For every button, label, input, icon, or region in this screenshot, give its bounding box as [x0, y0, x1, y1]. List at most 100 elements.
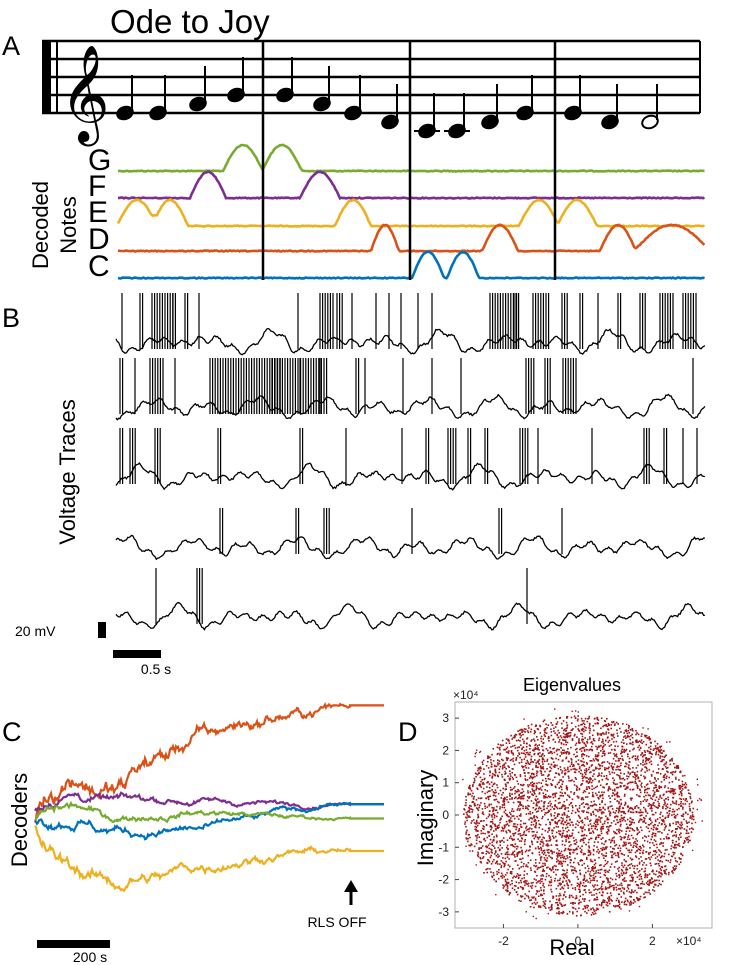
eigen-point — [522, 888, 524, 890]
eigen-point — [608, 886, 611, 888]
eigen-point — [576, 820, 579, 822]
eigen-point — [523, 728, 526, 730]
decoder-marker — [353, 849, 357, 853]
eigen-point — [491, 777, 493, 779]
eigen-point — [490, 825, 493, 828]
eigen-point — [655, 851, 658, 854]
eigen-point — [560, 854, 562, 857]
eigen-point — [570, 757, 572, 760]
eigen-point — [543, 870, 545, 872]
eigen-point — [544, 796, 547, 798]
eigen-point — [510, 853, 513, 856]
eigen-point — [526, 799, 529, 802]
eigen-point — [547, 778, 550, 780]
eigen-point — [612, 792, 614, 795]
eigen-point — [672, 789, 675, 791]
eigen-point — [583, 750, 586, 752]
eigen-point — [615, 721, 618, 724]
eigen-point — [593, 913, 595, 915]
eigen-point — [502, 830, 505, 832]
eigen-point — [544, 801, 546, 803]
eigen-point — [632, 829, 634, 831]
eigen-point — [583, 806, 586, 808]
eigen-point — [615, 810, 618, 812]
eigen-point — [497, 856, 499, 858]
eigen-point — [621, 836, 623, 839]
eigen-point — [554, 732, 556, 734]
eigen-point — [617, 774, 620, 777]
eigen-point — [627, 827, 630, 829]
eigen-point — [579, 748, 581, 751]
eigen-point — [516, 815, 518, 818]
eigen-point — [629, 867, 631, 869]
eigen-point — [607, 778, 609, 781]
eigen-point — [502, 884, 504, 886]
eigen-point — [684, 837, 687, 839]
eigen-point — [655, 780, 658, 782]
eigen-point — [654, 819, 657, 821]
eigen-point — [672, 846, 675, 849]
eigen-point — [506, 839, 509, 841]
eigen-point — [601, 761, 604, 764]
eigen-point — [659, 794, 662, 797]
eigen-point — [637, 741, 639, 743]
eigen-point — [551, 851, 553, 853]
eigen-point — [657, 748, 659, 751]
eigen-point — [514, 825, 517, 828]
eigen-point — [638, 845, 641, 848]
eigen-point — [601, 883, 603, 885]
eigen-point — [651, 813, 654, 816]
eigen-point — [484, 839, 487, 842]
eigen-point — [645, 864, 648, 866]
eigen-outlier — [697, 799, 699, 802]
eigen-point — [468, 809, 470, 812]
eigen-point — [542, 865, 544, 868]
eigen-point — [514, 856, 516, 858]
eigen-point — [522, 784, 524, 787]
eigen-point — [522, 765, 525, 768]
eigen-point — [574, 869, 577, 872]
eigen-point — [508, 821, 511, 823]
eigen-point — [509, 773, 511, 775]
eigen-point — [672, 835, 674, 837]
eigen-point — [659, 755, 662, 757]
eigen-point — [596, 785, 599, 788]
eigen-point — [680, 798, 682, 801]
eigen-point — [670, 771, 673, 774]
eigen-point — [662, 842, 665, 844]
eigen-point — [585, 776, 587, 779]
eigen-point — [656, 790, 658, 792]
eigen-point — [575, 823, 577, 825]
eigen-point — [492, 822, 494, 825]
eigen-point — [604, 886, 607, 888]
decoded-notes-plot — [116, 41, 706, 280]
eigen-point — [583, 877, 586, 880]
eigen-point — [684, 782, 687, 784]
eigen-point — [590, 765, 593, 767]
eigen-point — [573, 843, 576, 845]
eigen-point — [565, 757, 567, 760]
y-tick-label: 0 — [442, 808, 449, 822]
eigen-point — [681, 783, 684, 786]
eigen-point — [645, 759, 647, 761]
eigen-point — [579, 872, 581, 875]
eigen-point — [596, 896, 598, 899]
eigen-point — [586, 858, 588, 860]
eigen-point — [589, 823, 592, 825]
eigen-point — [652, 854, 654, 856]
eigen-point — [479, 776, 482, 779]
eigen-point — [532, 776, 534, 779]
eigen-point — [480, 857, 482, 860]
eigen-point — [517, 801, 520, 803]
eigen-point — [614, 844, 616, 847]
eigen-point — [602, 740, 604, 742]
eigen-point — [574, 744, 577, 746]
eigen-point — [554, 812, 556, 814]
eigen-point — [605, 904, 608, 906]
eigen-point — [539, 787, 542, 789]
time-scalebar-b-label: 0.5 s — [141, 661, 171, 677]
eigen-point — [613, 763, 616, 765]
eigen-point — [581, 753, 583, 756]
eigen-point — [564, 730, 567, 732]
eigen-point — [558, 741, 560, 743]
